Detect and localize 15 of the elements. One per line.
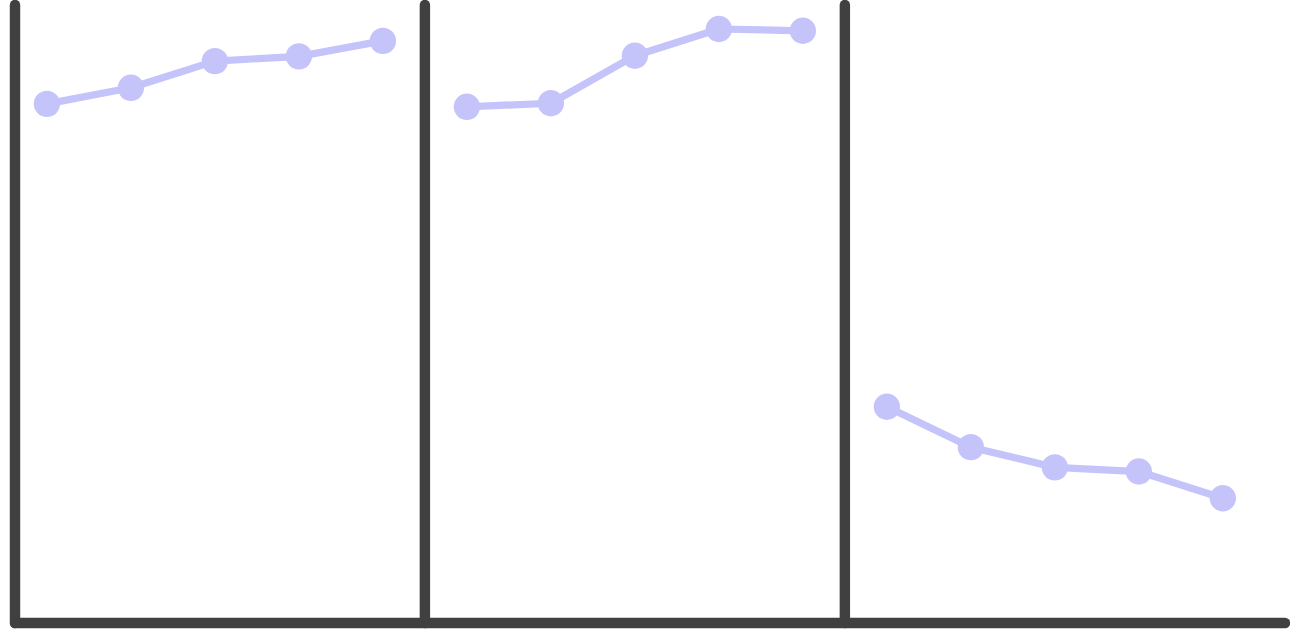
point bbox=[1041, 454, 1069, 481]
point bbox=[369, 27, 397, 55]
point bbox=[285, 43, 313, 70]
point bbox=[1125, 458, 1153, 485]
point bbox=[789, 17, 817, 44]
point bbox=[33, 90, 61, 118]
point bbox=[453, 93, 481, 121]
point bbox=[1209, 485, 1237, 512]
point bbox=[873, 393, 901, 420]
point bbox=[957, 433, 985, 461]
point bbox=[621, 42, 649, 69]
point bbox=[201, 47, 229, 75]
point bbox=[117, 74, 145, 101]
point bbox=[705, 15, 733, 43]
point bbox=[537, 90, 565, 117]
